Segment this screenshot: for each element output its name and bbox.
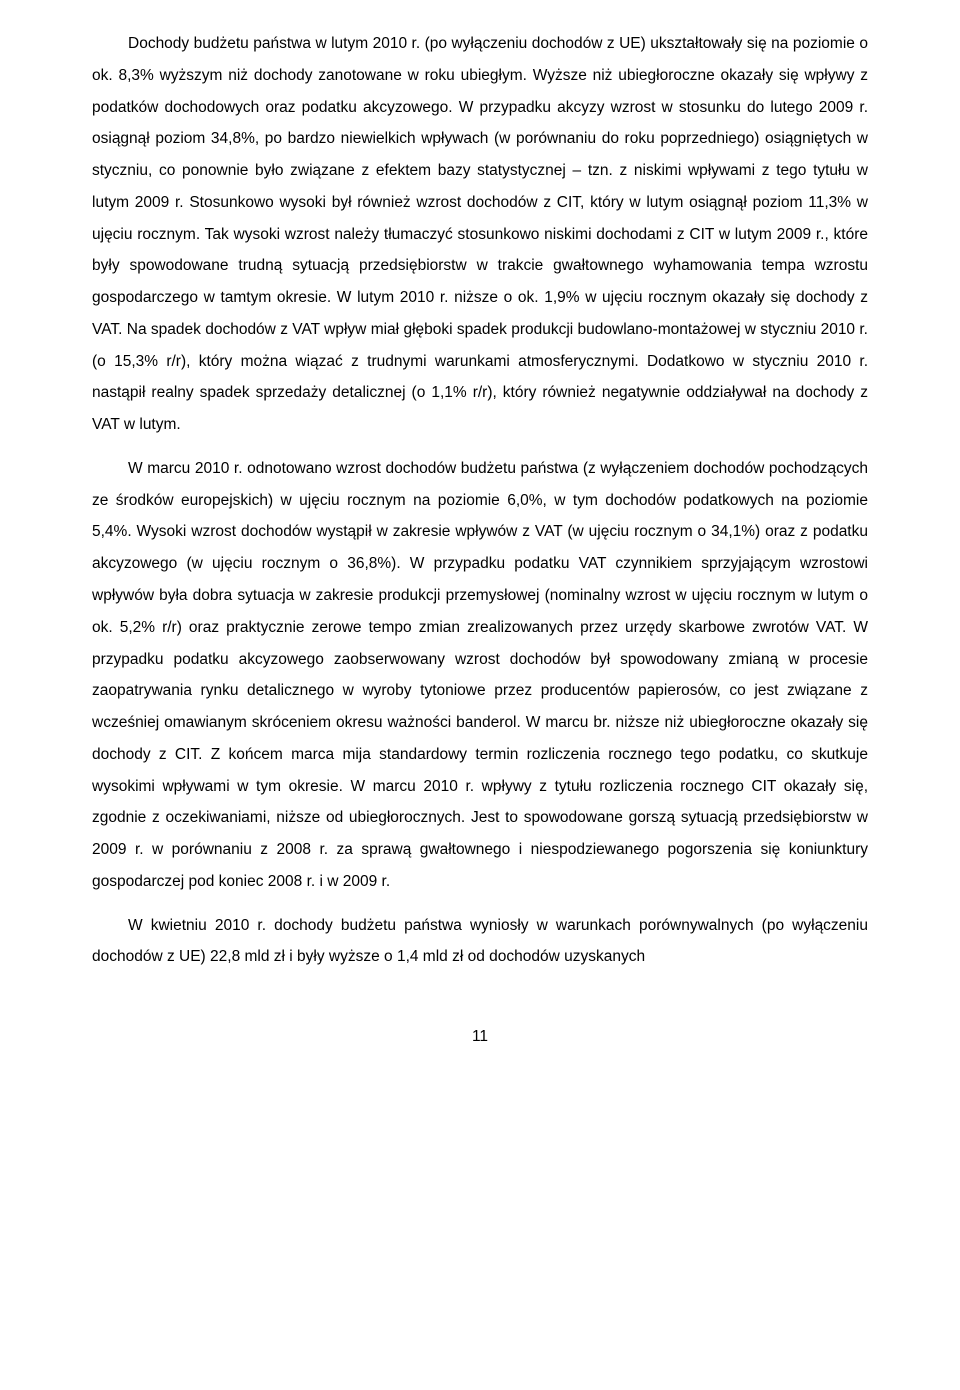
document-paragraph-1: Dochody budżetu państwa w lutym 2010 r. … — [92, 28, 868, 441]
page-number: 11 — [92, 1021, 868, 1053]
document-paragraph-2: W marcu 2010 r. odnotowano wzrost dochod… — [92, 453, 868, 898]
document-paragraph-3: W kwietniu 2010 r. dochody budżetu państ… — [92, 910, 868, 974]
